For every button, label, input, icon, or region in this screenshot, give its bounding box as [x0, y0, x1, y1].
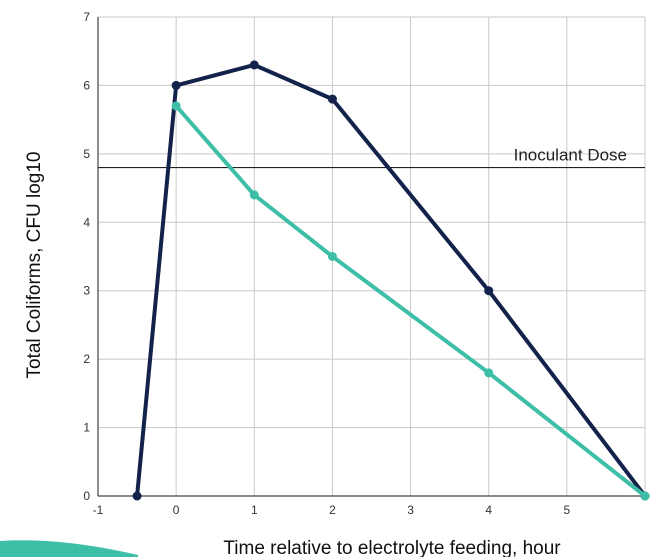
reference-line-group: Inoculant Dose [98, 146, 645, 169]
decorative-wedge [0, 540, 138, 557]
wedge-shape [0, 540, 138, 557]
x-tick-label: -1 [93, 503, 104, 517]
series-1-point [327, 94, 337, 104]
y-tick-label: 0 [83, 489, 90, 503]
series-group [132, 60, 650, 501]
series-1-point [171, 80, 181, 90]
series-1-line [135, 62, 647, 498]
series-1-point [484, 286, 494, 296]
x-axis-title: Time relative to electrolyte feeding, ho… [223, 538, 561, 557]
inoculant-dose-label: Inoculant Dose [514, 146, 627, 165]
series-2-point [484, 368, 494, 378]
y-tick-label: 7 [83, 10, 90, 24]
series-2-point [171, 101, 181, 111]
x-tick-label: 1 [251, 503, 258, 517]
y-tick-label: 3 [83, 284, 90, 298]
y-tick-label: 1 [83, 421, 90, 435]
y-tick-label: 5 [83, 147, 90, 161]
y-tick-label: 6 [83, 78, 90, 92]
series-2-point [327, 252, 337, 261]
y-tick-label: 2 [83, 352, 90, 366]
series-2-point [249, 190, 259, 200]
x-tick-label: 5 [564, 503, 571, 517]
series-1-point [249, 60, 259, 70]
x-tick-label: 4 [485, 503, 492, 517]
y-axis-title: Total Coliforms, CFU log10 [24, 151, 45, 378]
series-1-point [132, 491, 142, 501]
x-tick-label: 0 [173, 503, 180, 517]
y-tick-label: 4 [83, 215, 90, 229]
grid-lines [97, 16, 646, 497]
x-tick-label: 3 [407, 503, 414, 517]
x-tick-label: 2 [329, 503, 336, 517]
series-2-point [640, 491, 650, 501]
